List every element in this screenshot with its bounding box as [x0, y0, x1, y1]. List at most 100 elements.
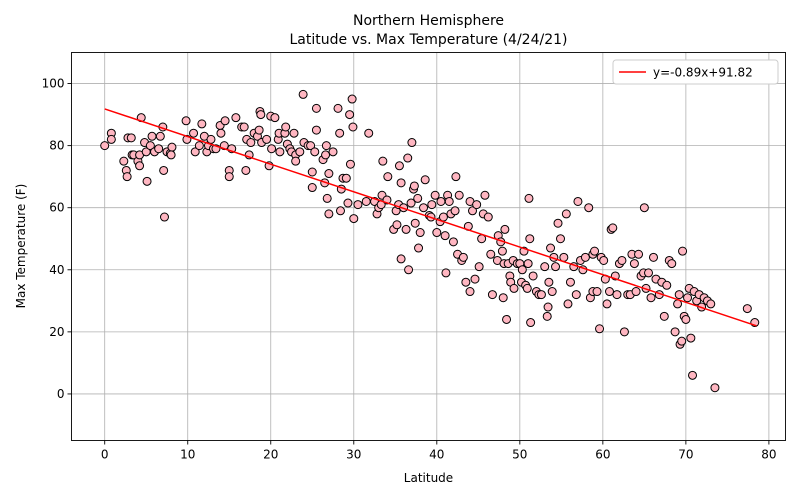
- data-point: [311, 125, 321, 135]
- data-point: [281, 122, 291, 132]
- data-point: [454, 190, 464, 200]
- data-point: [474, 262, 484, 272]
- data-point: [348, 122, 358, 132]
- data-point: [608, 223, 618, 233]
- data-point: [407, 138, 417, 148]
- data-point: [543, 302, 553, 312]
- data-point: [487, 290, 497, 300]
- data-point: [392, 220, 402, 230]
- data-point: [432, 228, 442, 238]
- data-point: [571, 290, 581, 300]
- data-point: [674, 290, 684, 300]
- data-point: [335, 128, 345, 138]
- data-point: [341, 173, 351, 183]
- data-point: [441, 268, 451, 278]
- data-point: [142, 176, 152, 186]
- data-point: [465, 287, 475, 297]
- data-point: [396, 254, 406, 264]
- data-point: [602, 299, 612, 309]
- data-point: [333, 103, 343, 113]
- data-point: [383, 172, 393, 182]
- data-point: [328, 147, 338, 157]
- data-point: [509, 283, 519, 293]
- legend: y=-0.89x+91.82: [612, 59, 779, 85]
- data-point: [419, 203, 429, 213]
- data-point: [262, 134, 272, 144]
- chart-title: Northern Hemisphere: [353, 13, 504, 29]
- data-point: [502, 314, 512, 324]
- y-tick-label: 0: [57, 387, 65, 401]
- data-point: [345, 159, 355, 169]
- data-point: [406, 198, 416, 208]
- data-point: [573, 196, 583, 206]
- data-point: [324, 169, 334, 179]
- x-tick-label: 80: [761, 448, 776, 462]
- data-point: [206, 134, 216, 144]
- data-point: [347, 94, 357, 104]
- data-point: [147, 131, 157, 141]
- data-point: [686, 333, 696, 343]
- data-point: [639, 203, 649, 213]
- data-point: [119, 156, 129, 166]
- scatter-points: [100, 89, 760, 393]
- data-point: [486, 249, 496, 259]
- data-point: [155, 131, 165, 141]
- data-point: [310, 147, 320, 157]
- data-point: [324, 209, 334, 219]
- data-point: [420, 175, 430, 185]
- data-point: [322, 193, 332, 203]
- data-point: [289, 128, 299, 138]
- data-point: [536, 290, 546, 300]
- data-point: [710, 383, 720, 393]
- data-point: [353, 200, 363, 210]
- data-point: [154, 144, 164, 154]
- data-point: [404, 265, 414, 275]
- data-point: [599, 255, 609, 265]
- data-point: [612, 290, 622, 300]
- data-point: [706, 299, 716, 309]
- data-point: [461, 277, 471, 287]
- data-point: [378, 156, 388, 166]
- data-point: [307, 167, 317, 177]
- y-tick-label: 20: [49, 325, 64, 339]
- data-point: [667, 259, 677, 269]
- data-point: [275, 147, 285, 157]
- data-point: [592, 287, 602, 297]
- data-point: [291, 156, 301, 166]
- data-point: [414, 243, 424, 253]
- data-point: [216, 128, 226, 138]
- data-point: [159, 165, 169, 175]
- data-point: [584, 203, 594, 213]
- data-point: [394, 161, 404, 171]
- data-point: [677, 336, 687, 346]
- data-point: [438, 212, 448, 222]
- regression-line-group: [104, 108, 757, 327]
- data-point: [498, 293, 508, 303]
- data-point: [659, 311, 669, 321]
- data-point: [524, 193, 534, 203]
- data-point: [450, 206, 460, 216]
- data-point: [298, 89, 308, 99]
- data-point: [106, 134, 116, 144]
- data-point: [396, 178, 406, 188]
- data-point: [617, 255, 627, 265]
- data-point: [335, 206, 345, 216]
- data-point: [631, 287, 641, 297]
- data-point: [544, 277, 554, 287]
- data-point: [256, 110, 266, 120]
- regression-line: [104, 108, 757, 327]
- data-point: [561, 209, 571, 219]
- data-point: [563, 299, 573, 309]
- y-tick-label: 100: [42, 77, 65, 91]
- data-point: [224, 172, 234, 182]
- x-tick-label: 50: [512, 448, 527, 462]
- plot-area-frame: [71, 52, 786, 441]
- y-tick-label: 60: [49, 201, 64, 215]
- data-point: [349, 214, 359, 224]
- data-point: [646, 293, 656, 303]
- data-point: [410, 218, 420, 228]
- data-point: [629, 259, 639, 269]
- data-point: [483, 212, 493, 222]
- data-point: [403, 153, 413, 163]
- data-point: [644, 268, 654, 278]
